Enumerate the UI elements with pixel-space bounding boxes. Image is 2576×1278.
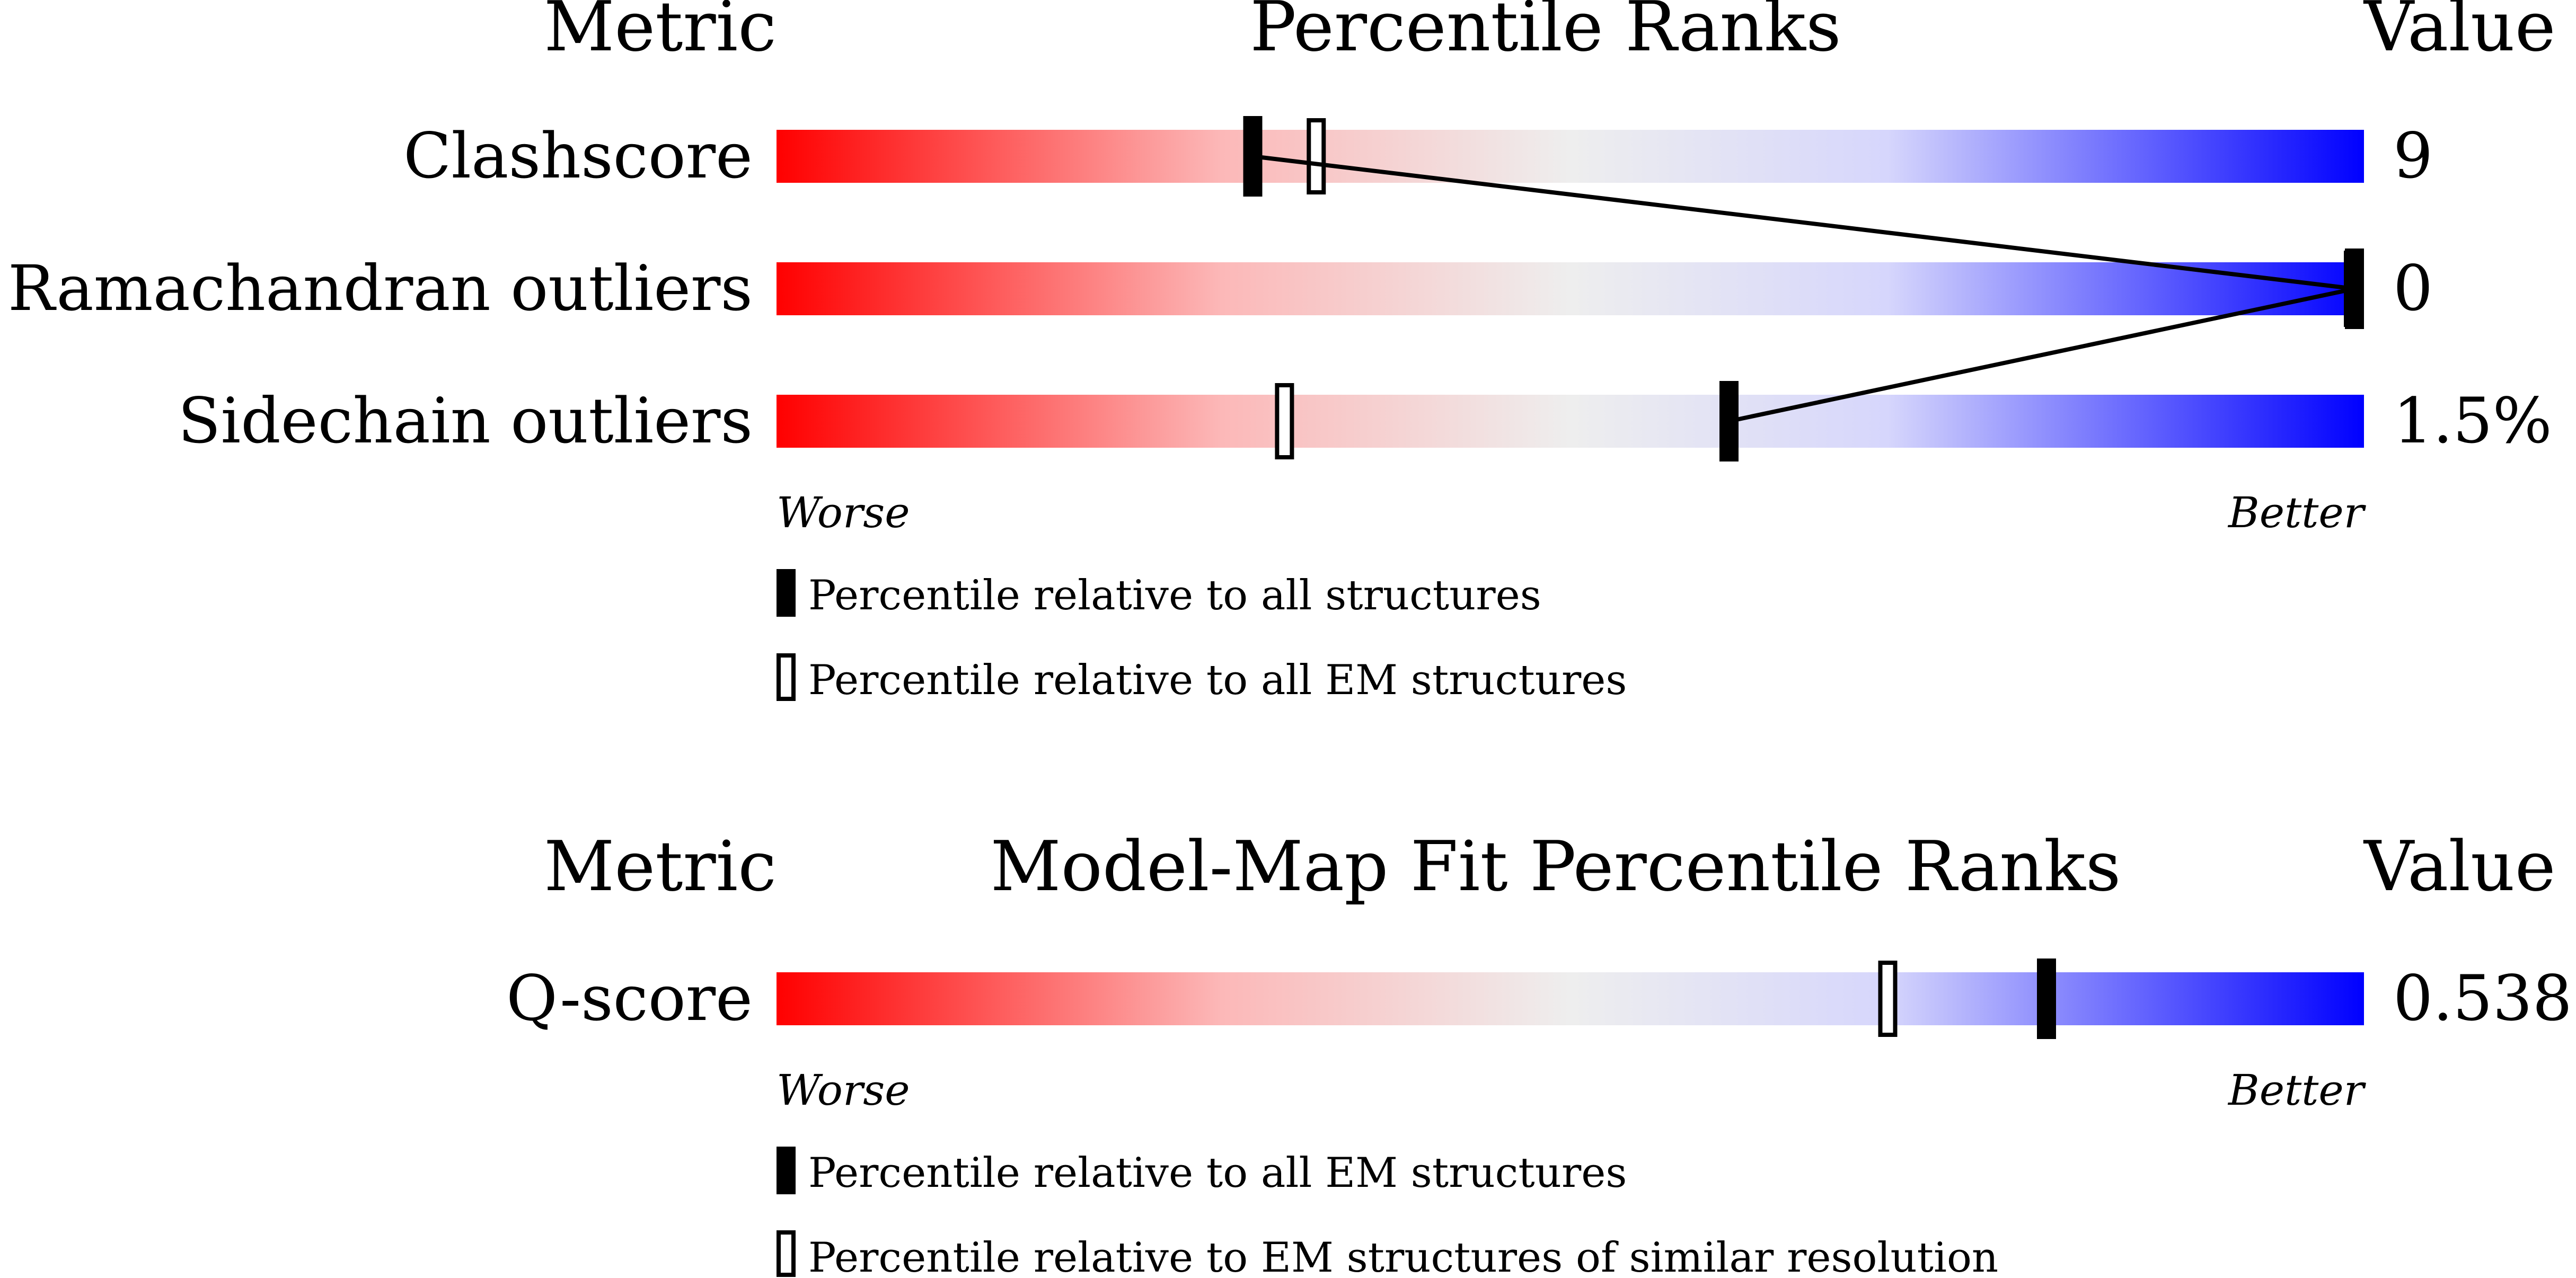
worse-label: Worse (777, 488, 910, 537)
percentile-bar (777, 262, 2364, 315)
percentile-bar (777, 395, 2364, 448)
percentile-bar (777, 130, 2364, 183)
percentile-marker-secondary (1878, 961, 1898, 1037)
percentile-connector-line (1252, 154, 2355, 423)
panel-title: Percentile Ranks (1250, 0, 1841, 67)
legend-open-marker (777, 1230, 796, 1277)
value-header: Value (2363, 0, 2556, 67)
metric-value: 9 (2393, 119, 2433, 192)
value-header: Value (2363, 826, 2556, 907)
legend-filled-text: Percentile relative to all structures (808, 572, 1541, 619)
percentile-bar (777, 972, 2364, 1025)
metric-header: Metric (544, 0, 777, 67)
legend-open-text: Percentile relative to all EM structures (808, 656, 1627, 704)
metric-name: Ramachandran outliers (8, 252, 753, 325)
legend-filled-text: Percentile relative to all EM structures (808, 1149, 1627, 1197)
metric-name: Sidechain outliers (178, 384, 753, 457)
percentile-marker-all (2037, 958, 2056, 1039)
better-label: Better (2227, 1066, 2367, 1115)
panel-title: Model-Map Fit Percentile Ranks (991, 826, 2121, 907)
percentile-marker-secondary (1275, 383, 1294, 459)
legend-open-text: Percentile relative to EM structures of … (808, 1234, 1998, 1278)
metric-rows: Q-score 0.538 (506, 958, 2572, 1039)
metric-name: Q-score (506, 962, 753, 1035)
percentile-marker-secondary (1307, 118, 1326, 194)
metric-value: 0 (2393, 252, 2433, 325)
legend-open-marker (777, 653, 796, 701)
metric-header: Metric (544, 826, 777, 907)
panel-percentile-ranks: Metric Percentile Ranks Value Clashscore… (8, 0, 2556, 704)
metric-value: 0.538 (2393, 962, 2572, 1035)
metric-value: 1.5% (2393, 384, 2552, 457)
legend-filled-marker (777, 1147, 796, 1194)
metric-rows: Clashscore 9 Ramachandran outliers 0 Sidecha… (8, 116, 2552, 462)
legend-filled-marker (777, 569, 796, 617)
better-label: Better (2227, 488, 2367, 537)
metric-name: Clashscore (403, 119, 753, 192)
worse-label: Worse (777, 1066, 910, 1115)
panel-model-map-fit: Metric Model-Map Fit Percentile Ranks Va… (506, 826, 2572, 1278)
